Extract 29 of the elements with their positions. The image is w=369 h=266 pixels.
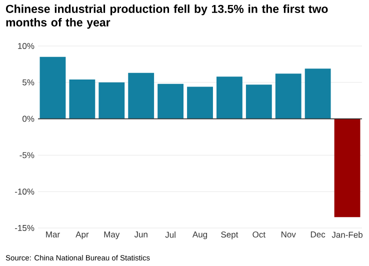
y-tick-label: 10%	[18, 43, 34, 50]
x-tick-label: Jun	[134, 232, 148, 238]
bar	[275, 74, 302, 119]
x-tick-label: Mar	[46, 232, 60, 238]
x-tick-label: Aug	[192, 232, 208, 240]
x-tick-label: Jul	[165, 232, 176, 238]
y-tick-label: 5%	[22, 79, 34, 86]
bar	[187, 86, 213, 119]
bar	[304, 68, 331, 119]
x-tick-label: Dec	[310, 232, 326, 238]
x-tick-label: Oct	[252, 232, 266, 238]
x-tick-label: Sept	[221, 232, 238, 240]
y-tick-label: -5%	[20, 152, 34, 158]
y-tick-label: -10%	[15, 188, 34, 195]
bar	[246, 84, 272, 119]
bar	[98, 82, 125, 119]
bar	[128, 72, 154, 119]
bar	[40, 56, 66, 119]
bar	[334, 118, 360, 218]
x-tick-label: Jan-Feb	[332, 232, 363, 238]
y-tick-label: 0%	[22, 116, 34, 122]
x-tick-label: May	[104, 232, 120, 240]
x-tick-label: Nov	[281, 232, 296, 238]
bar	[216, 76, 242, 119]
x-tick-label: Apr	[76, 232, 89, 240]
y-tick-label: -15%	[15, 225, 34, 231]
chart-title: Chinese industrial production fell by 13.5% in the first two months of the year	[6, 4, 328, 29]
bar	[158, 84, 184, 119]
bar	[69, 79, 96, 119]
